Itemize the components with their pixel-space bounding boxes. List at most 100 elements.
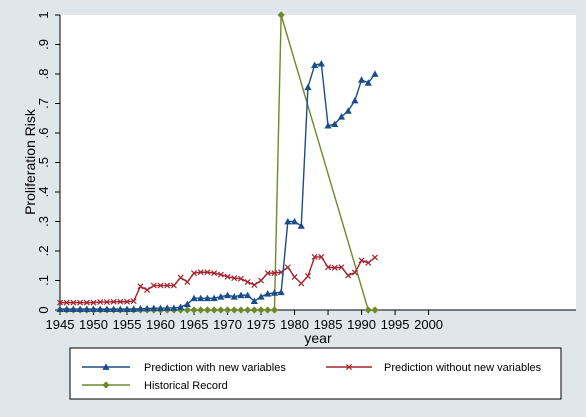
x-tick-label: 1980 — [280, 317, 309, 332]
data-point — [211, 270, 218, 277]
data-point — [136, 304, 145, 312]
data-point — [110, 305, 118, 312]
data-point — [311, 61, 319, 69]
data-point — [290, 217, 299, 225]
data-point — [183, 306, 191, 314]
data-point — [103, 305, 111, 312]
x-tick-label: 1995 — [381, 317, 410, 332]
data-point — [344, 107, 352, 114]
y-tick-label: 0 — [36, 306, 51, 313]
y-tick-label: .5 — [36, 157, 51, 168]
data-point — [223, 291, 232, 299]
x-tick-label: 1970 — [213, 317, 242, 332]
data-point — [210, 294, 218, 302]
data-point — [116, 305, 124, 312]
data-point — [338, 264, 345, 271]
data-point — [137, 283, 144, 290]
series-x — [56, 253, 378, 306]
x-tick-label: 1950 — [79, 317, 108, 332]
data-point — [371, 254, 378, 261]
data-point — [224, 273, 231, 280]
data-point — [163, 304, 171, 311]
data-point — [96, 305, 104, 312]
x-tick-label: 1985 — [314, 317, 343, 332]
data-point — [110, 298, 117, 305]
data-point — [257, 293, 265, 300]
data-point — [317, 60, 325, 67]
data-point — [264, 290, 272, 297]
data-point — [190, 306, 198, 314]
data-point — [351, 96, 359, 104]
data-point — [270, 289, 279, 296]
legend-item: Historical Record — [82, 380, 228, 392]
data-point — [83, 305, 91, 312]
data-point — [345, 272, 352, 279]
data-point — [144, 286, 151, 293]
data-point — [304, 83, 312, 91]
data-point — [170, 282, 177, 289]
data-point — [251, 281, 258, 288]
data-point — [203, 294, 212, 302]
data-point — [311, 253, 318, 260]
data-point — [284, 264, 291, 271]
data-point — [230, 306, 238, 314]
data-point — [123, 298, 131, 305]
y-tick-label: .3 — [36, 216, 51, 227]
data-point — [157, 282, 164, 289]
data-point — [264, 306, 272, 314]
data-point — [103, 299, 110, 306]
x-axis-title: year — [304, 330, 332, 346]
data-point — [371, 306, 379, 314]
data-point — [325, 264, 332, 271]
data-point — [77, 299, 84, 306]
data-point — [357, 76, 366, 83]
data-point — [331, 264, 338, 271]
data-point — [56, 305, 64, 312]
x-ticks: 1945 1950 1955 1960 1965 1970 1975 1980 1985 1990… — [46, 310, 443, 332]
y-tick-label: .7 — [36, 98, 51, 109]
x-tick-label: 1945 — [46, 317, 75, 332]
y-tick-label: 1 — [36, 11, 51, 18]
legend-label: Prediction without new variables — [384, 362, 542, 374]
series-triangle — [56, 60, 379, 312]
x-tick-label: 1990 — [347, 317, 376, 332]
data-point — [89, 305, 98, 312]
data-point — [177, 274, 184, 281]
data-point — [143, 304, 151, 312]
legend-box — [69, 347, 562, 400]
data-point — [97, 299, 104, 306]
plot-area — [60, 15, 576, 310]
data-point — [230, 293, 238, 300]
data-point — [63, 305, 71, 312]
y-ticks: 0 .1 .2 .3 .4 .5 .6 .7 .8 .9 1 — [36, 11, 60, 314]
data-point — [83, 299, 90, 306]
data-point — [203, 306, 212, 314]
legend-marker — [102, 381, 110, 389]
data-point — [358, 257, 365, 264]
data-point — [197, 294, 205, 302]
data-point — [364, 79, 372, 86]
x-tick-label: 1955 — [113, 317, 142, 332]
legend: Prediction with new variables Prediction … — [69, 347, 562, 400]
x-tick-label: 1975 — [247, 317, 276, 332]
data-point — [69, 305, 78, 312]
data-point — [324, 122, 332, 129]
data-point — [244, 306, 252, 314]
data-point — [277, 288, 285, 296]
data-point — [183, 300, 191, 307]
data-point — [190, 294, 198, 302]
data-point — [123, 305, 131, 312]
data-point — [217, 271, 224, 278]
data-point — [70, 299, 77, 306]
x-tick-label: 2000 — [414, 317, 443, 332]
data-point — [56, 299, 64, 306]
data-point — [371, 70, 379, 77]
legend-label: Historical Record — [144, 380, 228, 392]
data-point — [156, 304, 165, 312]
data-point — [197, 306, 205, 314]
data-point — [164, 282, 171, 289]
data-point — [150, 304, 158, 312]
data-point — [197, 269, 204, 276]
data-point — [177, 303, 185, 310]
